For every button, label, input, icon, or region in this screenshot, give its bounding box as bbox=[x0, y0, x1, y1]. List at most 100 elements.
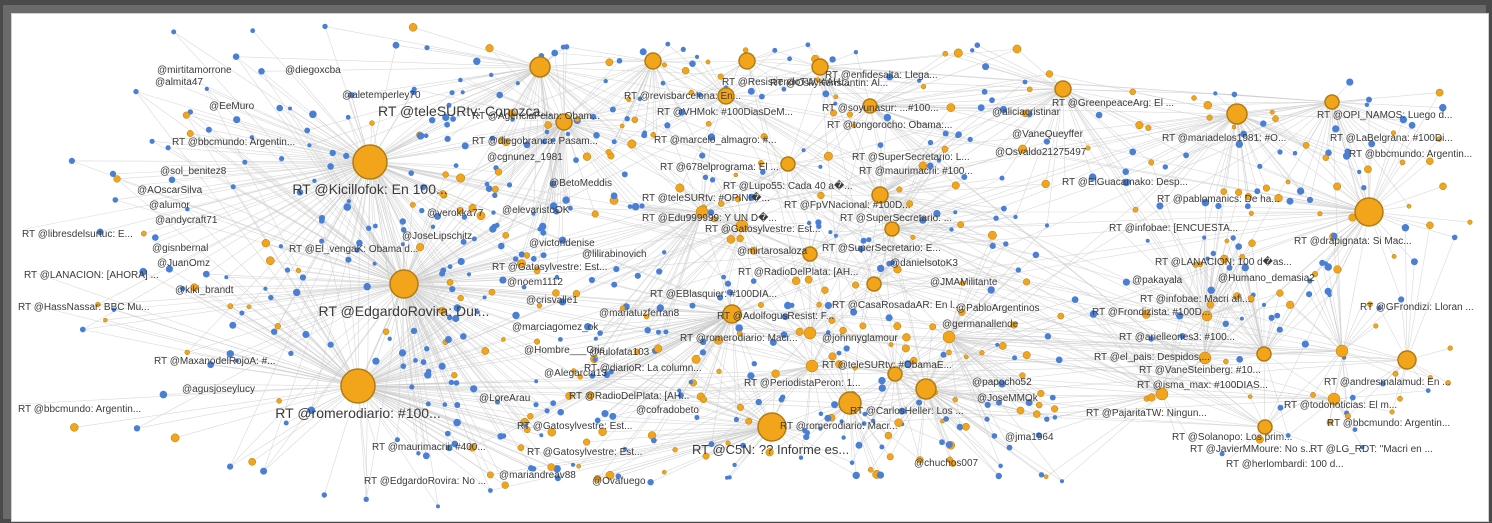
retweet-node[interactable] bbox=[187, 130, 193, 136]
retweet-node[interactable] bbox=[772, 370, 780, 378]
user-node[interactable] bbox=[1003, 241, 1008, 246]
user-node[interactable] bbox=[975, 42, 981, 48]
user-node[interactable] bbox=[498, 243, 505, 250]
user-node[interactable] bbox=[492, 193, 497, 198]
retweet-node[interactable] bbox=[141, 231, 146, 236]
user-node[interactable] bbox=[409, 384, 414, 389]
retweet-node[interactable] bbox=[1223, 359, 1228, 364]
retweet-node[interactable] bbox=[1468, 220, 1473, 225]
user-node[interactable] bbox=[802, 148, 806, 152]
user-node[interactable] bbox=[611, 192, 618, 199]
retweet-node[interactable] bbox=[999, 342, 1006, 349]
user-node[interactable] bbox=[1269, 315, 1275, 321]
user-node[interactable] bbox=[823, 90, 830, 97]
user-node[interactable] bbox=[656, 330, 661, 335]
user-node[interactable] bbox=[1012, 355, 1017, 360]
user-node[interactable] bbox=[1053, 415, 1058, 420]
user-node[interactable] bbox=[1223, 321, 1229, 327]
user-node[interactable] bbox=[564, 44, 569, 49]
user-node[interactable] bbox=[1129, 149, 1136, 156]
retweet-node[interactable] bbox=[822, 287, 829, 294]
retweet-node[interactable] bbox=[183, 112, 190, 119]
user-node[interactable] bbox=[496, 92, 503, 99]
user-node[interactable] bbox=[69, 158, 75, 164]
user-node[interactable] bbox=[550, 400, 556, 406]
user-node[interactable] bbox=[993, 216, 998, 221]
user-node[interactable] bbox=[304, 128, 310, 134]
user-node[interactable] bbox=[346, 115, 351, 120]
user-node[interactable] bbox=[1365, 103, 1369, 107]
retweet-node[interactable] bbox=[894, 322, 901, 329]
retweet-node[interactable] bbox=[1013, 45, 1021, 53]
user-node[interactable] bbox=[423, 452, 430, 459]
user-node[interactable] bbox=[1426, 388, 1431, 393]
user-node[interactable] bbox=[242, 160, 247, 165]
user-node[interactable] bbox=[513, 256, 519, 262]
user-node[interactable] bbox=[458, 258, 465, 265]
retweet-node[interactable] bbox=[495, 169, 502, 176]
user-node[interactable] bbox=[878, 142, 884, 148]
user-node[interactable] bbox=[113, 197, 119, 203]
user-node[interactable] bbox=[710, 177, 715, 182]
user-node[interactable] bbox=[661, 81, 666, 86]
user-node[interactable] bbox=[1297, 187, 1304, 194]
retweet-node[interactable] bbox=[903, 333, 911, 341]
user-node[interactable] bbox=[756, 399, 762, 405]
user-node[interactable] bbox=[772, 48, 777, 53]
user-node[interactable] bbox=[1007, 445, 1013, 451]
user-node[interactable] bbox=[533, 402, 538, 407]
retweet-node[interactable] bbox=[409, 23, 417, 31]
user-node[interactable] bbox=[617, 58, 623, 64]
retweet-node[interactable] bbox=[1436, 89, 1443, 96]
user-node[interactable] bbox=[829, 56, 835, 62]
user-node[interactable] bbox=[1044, 417, 1049, 422]
retweet-node[interactable] bbox=[897, 187, 903, 193]
user-node[interactable] bbox=[467, 272, 471, 276]
retweet-node[interactable] bbox=[1023, 279, 1030, 286]
retweet-node[interactable] bbox=[524, 253, 530, 259]
user-node[interactable] bbox=[1357, 170, 1361, 174]
user-node[interactable] bbox=[939, 439, 945, 445]
retweet-node[interactable] bbox=[952, 182, 959, 189]
user-node[interactable] bbox=[834, 234, 838, 238]
user-node[interactable] bbox=[551, 50, 558, 57]
user-node[interactable] bbox=[461, 90, 465, 94]
retweet-node[interactable] bbox=[930, 324, 936, 330]
user-node[interactable] bbox=[613, 266, 619, 272]
retweet-node[interactable] bbox=[1051, 406, 1058, 413]
user-node[interactable] bbox=[703, 175, 708, 180]
retweet-node[interactable] bbox=[583, 439, 590, 446]
user-node[interactable] bbox=[732, 463, 736, 467]
user-node[interactable] bbox=[516, 81, 520, 85]
user-node[interactable] bbox=[594, 337, 598, 341]
retweet-node[interactable] bbox=[1130, 89, 1136, 95]
user-node[interactable] bbox=[759, 94, 765, 100]
user-node[interactable] bbox=[1146, 239, 1150, 243]
retweet-node[interactable] bbox=[834, 95, 838, 99]
retweet-node[interactable] bbox=[758, 302, 763, 307]
user-node[interactable] bbox=[450, 90, 455, 95]
retweet-node[interactable] bbox=[824, 152, 832, 160]
retweet-node[interactable] bbox=[706, 121, 711, 126]
user-node[interactable] bbox=[206, 127, 212, 133]
user-node[interactable] bbox=[1240, 317, 1244, 321]
retweet-node[interactable] bbox=[592, 211, 599, 218]
retweet-node[interactable] bbox=[947, 350, 952, 355]
user-node[interactable] bbox=[227, 464, 233, 470]
user-node[interactable] bbox=[302, 331, 309, 338]
user-node[interactable] bbox=[393, 42, 400, 49]
user-node[interactable] bbox=[651, 438, 657, 444]
hub-node[interactable] bbox=[1325, 95, 1339, 109]
user-node[interactable] bbox=[1000, 176, 1005, 181]
retweet-node[interactable] bbox=[1027, 87, 1032, 92]
user-node[interactable] bbox=[825, 302, 832, 309]
user-node[interactable] bbox=[681, 47, 686, 52]
user-node[interactable] bbox=[417, 132, 424, 139]
user-node[interactable] bbox=[421, 359, 427, 365]
user-node[interactable] bbox=[1274, 313, 1280, 319]
user-node[interactable] bbox=[803, 434, 809, 440]
retweet-node[interactable] bbox=[1448, 346, 1453, 351]
retweet-node[interactable] bbox=[980, 350, 985, 355]
retweet-node[interactable] bbox=[902, 345, 909, 352]
user-node[interactable] bbox=[639, 203, 644, 208]
